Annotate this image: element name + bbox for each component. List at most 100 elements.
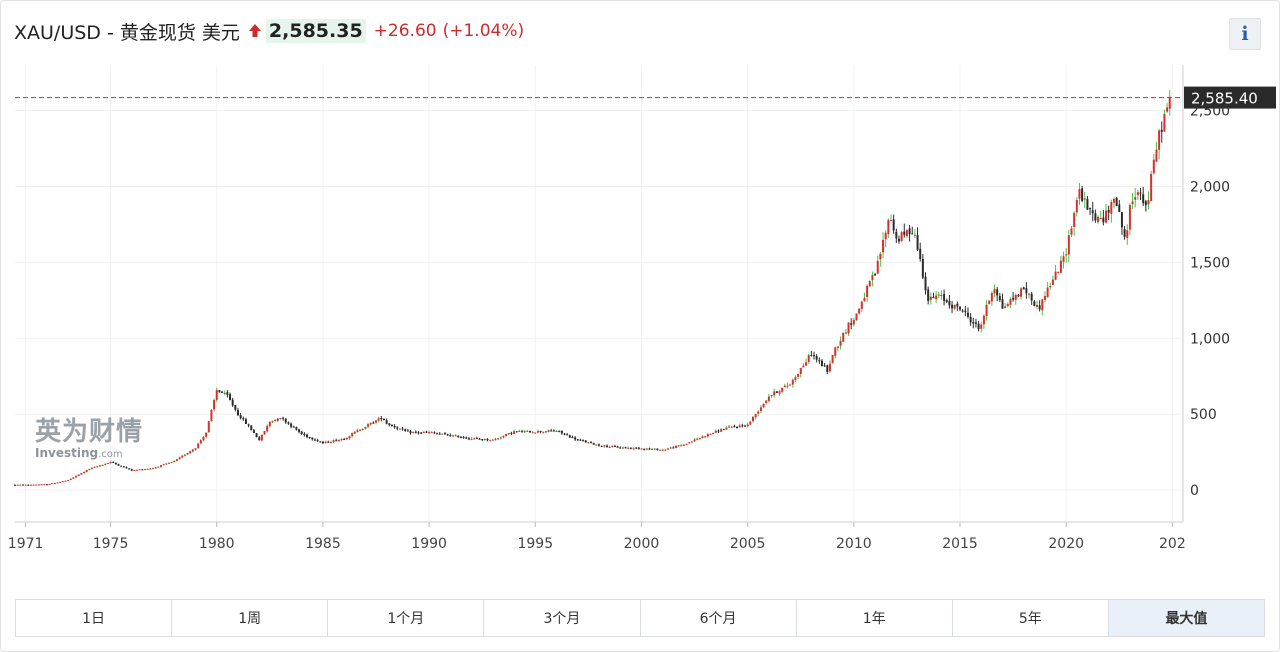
candle-body: [401, 428, 404, 430]
candle-body: [316, 440, 319, 442]
candle-body: [475, 438, 478, 440]
candle-body: [441, 433, 444, 435]
candle-body: [284, 418, 287, 423]
candle-body: [754, 414, 757, 418]
range-button-1y[interactable]: 1年: [797, 600, 953, 636]
candle-body: [518, 430, 521, 432]
candle-body: [948, 300, 951, 306]
range-button-1d[interactable]: 1日: [16, 600, 173, 636]
candle-body: [428, 432, 431, 434]
candle-body: [244, 419, 247, 424]
candle-body: [276, 419, 279, 421]
candle-body: [345, 437, 348, 440]
x-tick-label: 2010: [836, 536, 872, 552]
range-button-5y[interactable]: 5年: [953, 600, 1109, 636]
candle-body: [1022, 287, 1025, 290]
range-button-max[interactable]: 最大值: [1108, 600, 1264, 636]
candle-body: [1131, 201, 1134, 205]
candle-body: [1081, 188, 1084, 201]
candle-body: [770, 394, 773, 397]
candle-body: [1160, 129, 1163, 132]
candle-body: [592, 442, 595, 445]
candle-body: [404, 429, 407, 431]
candle-body: [712, 432, 715, 435]
candle-body: [56, 482, 59, 484]
candle-body: [868, 281, 871, 287]
candle-body: [844, 332, 847, 334]
last-price-label: 2,585.40: [1191, 90, 1258, 108]
candle-body: [945, 300, 948, 302]
candle-body: [120, 465, 123, 467]
candle-body: [526, 430, 529, 432]
candle-body: [80, 473, 83, 475]
candle-body: [377, 418, 380, 421]
candle-body: [1128, 204, 1131, 230]
candle-body: [1070, 228, 1073, 235]
candle-body: [682, 444, 685, 446]
candle-body: [799, 368, 802, 375]
candle-body: [292, 426, 295, 428]
candle-body: [555, 431, 558, 433]
candle-body: [661, 449, 664, 451]
watermark-en-name: Investing: [35, 446, 99, 460]
candle-body: [956, 303, 959, 307]
candle-body: [425, 431, 428, 433]
candle-body: [422, 431, 425, 433]
info-button[interactable]: i: [1229, 18, 1261, 50]
candle-body: [568, 435, 571, 438]
candle-body: [356, 430, 359, 433]
candle-body: [199, 440, 202, 444]
candle-body: [162, 464, 165, 466]
candle-body: [842, 332, 845, 342]
candle-body: [178, 457, 181, 460]
range-button-1w[interactable]: 1周: [172, 600, 329, 636]
candle-body: [1136, 192, 1139, 196]
range-button-6m[interactable]: 6个月: [641, 600, 797, 636]
candle-body: [1014, 294, 1017, 300]
candle-body: [388, 423, 391, 426]
candle-body: [1083, 198, 1086, 200]
candle-body: [603, 445, 606, 447]
candle-body: [319, 441, 322, 443]
candle-body: [892, 219, 895, 231]
candle-body: [88, 468, 91, 471]
candle-body: [523, 431, 526, 433]
candle-body: [560, 430, 563, 434]
candle-body: [348, 436, 351, 439]
candle-body: [937, 294, 940, 296]
candle-body: [279, 418, 282, 420]
candle-body: [576, 439, 579, 441]
candle-body: [417, 432, 420, 434]
price-chart[interactable]: 2,585.40 0 500 1,000 1,500 2,000 2,500 1971 197…: [0, 0, 1280, 600]
candle-body: [836, 346, 839, 348]
candle-body: [332, 440, 335, 442]
candle-body: [953, 304, 956, 309]
candle-body: [221, 391, 224, 393]
candle-body: [454, 435, 457, 437]
candle-body: [1059, 260, 1062, 273]
candle-body: [882, 239, 885, 253]
candle-body: [215, 389, 218, 400]
candle-body: [300, 431, 303, 434]
candle-body: [406, 430, 409, 432]
candle-body: [351, 433, 354, 437]
candle-body: [733, 426, 736, 428]
candle-body: [144, 469, 147, 471]
range-button-3m[interactable]: 3个月: [484, 600, 641, 636]
candle-body: [738, 425, 741, 428]
candle-body: [807, 355, 810, 362]
candle-body: [24, 484, 27, 486]
last-price: 2,585.35: [265, 19, 366, 43]
candle-body: [558, 430, 561, 432]
candle-body: [67, 480, 70, 482]
candle-body: [927, 289, 930, 302]
candle-body: [114, 462, 117, 465]
candle-body: [136, 469, 139, 471]
range-button-1m[interactable]: 1个月: [328, 600, 485, 636]
candle-body: [502, 435, 505, 438]
candle-body: [534, 432, 537, 434]
candle-body: [497, 438, 500, 440]
candle-body: [547, 430, 550, 432]
candle-body: [903, 231, 906, 235]
candle-body: [961, 310, 964, 312]
